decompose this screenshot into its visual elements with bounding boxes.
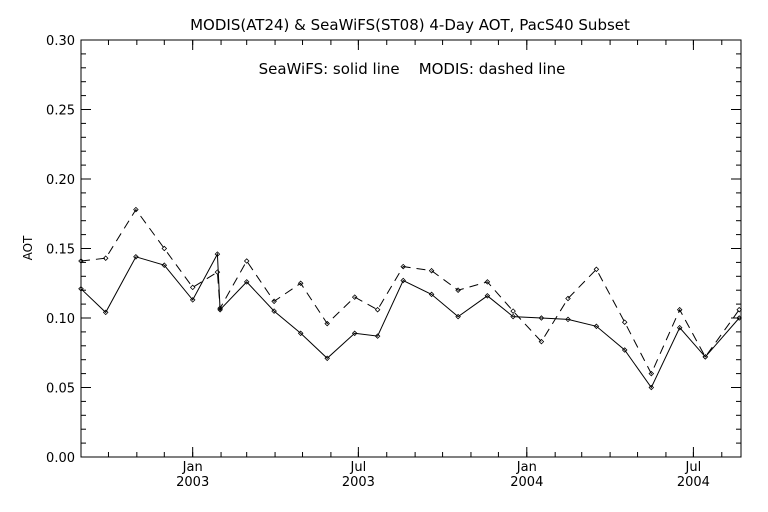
modis-data-point [351, 294, 358, 300]
modis-data-point [161, 245, 168, 252]
seawifs-data-point [78, 286, 84, 292]
seawifs-data-point [102, 309, 109, 316]
modis-data-point [565, 295, 571, 302]
x-tick-month-label: Jul [350, 460, 367, 475]
modis-data-point [217, 305, 223, 312]
modis-series-line [80, 208, 740, 375]
y-tick-label: 0.15 [46, 243, 75, 258]
y-axis-label: AOT [21, 235, 35, 260]
y-tick-label: 0.00 [46, 451, 75, 466]
seawifs-data-point [297, 330, 304, 337]
seawifs-data-point [510, 313, 516, 320]
modis-data-point [189, 284, 196, 291]
seawifs-series-line [80, 252, 740, 389]
x-tick-year-label: 2004 [510, 475, 543, 490]
y-tick-label: 0.30 [46, 34, 75, 49]
y-tick-label: 0.10 [46, 312, 75, 327]
plot-area: 0.000.050.100.150.200.250.30Jan2003Jul20… [46, 34, 742, 490]
plot-frame [80, 39, 742, 458]
modis-data-point [324, 320, 330, 327]
modis-data-point [243, 258, 250, 264]
modis-data-point [374, 306, 381, 313]
y-tick-label: 0.05 [46, 382, 75, 397]
x-tick-year-label: 2004 [677, 475, 710, 490]
seawifs-data-point [214, 251, 221, 257]
modis-data-point [102, 255, 109, 261]
modis-data-point [676, 306, 683, 313]
modis-data-point [648, 370, 655, 377]
y-tick-label: 0.25 [46, 104, 75, 119]
x-tick-month-label: Jul [685, 460, 702, 475]
seawifs-data-point [324, 355, 330, 362]
seawifs-data-point [455, 313, 461, 320]
seawifs-data-point [133, 254, 139, 260]
seawifs-data-point [676, 324, 683, 331]
modis-data-point [455, 287, 461, 293]
modis-data-point [297, 280, 304, 286]
seawifs-data-point [621, 347, 628, 353]
modis-data-point [133, 206, 139, 213]
modis-data-point [538, 338, 545, 345]
seawifs-data-point [400, 277, 406, 284]
seawifs-data-point [736, 315, 742, 321]
modis-data-point [702, 354, 709, 360]
seawifs-data-point [351, 330, 358, 337]
seawifs-data-point [271, 308, 277, 314]
seawifs-data-point [484, 293, 491, 299]
modis-data-point [621, 319, 628, 325]
x-tick-month-label: Jan [182, 460, 203, 475]
seawifs-data-point [538, 315, 545, 321]
line-style-annotation: SeaWiFS: solid line MODIS: dashed line [259, 60, 566, 78]
x-tick-year-label: 2003 [176, 475, 209, 490]
modis-data-point [400, 263, 406, 270]
chart-title: MODIS(AT24) & SeaWiFS(ST08) 4-Day AOT, P… [190, 16, 630, 34]
modis-data-point [271, 298, 277, 305]
seawifs-data-point [374, 333, 381, 339]
modis-data-point [736, 306, 742, 313]
x-tick-year-label: 2003 [342, 475, 375, 490]
seawifs-data-point [189, 297, 196, 303]
modis-data-point [214, 269, 221, 275]
seawifs-data-point [648, 384, 655, 391]
modis-data-point [484, 279, 491, 285]
modis-data-point [593, 266, 600, 273]
seawifs-data-point [593, 323, 600, 330]
seawifs-data-point [428, 291, 435, 298]
modis-data-point [510, 308, 516, 314]
modis-data-point [428, 267, 435, 274]
seawifs-data-point [565, 316, 571, 323]
seawifs-data-point [243, 279, 250, 285]
y-tick-label: 0.20 [46, 173, 75, 188]
seawifs-data-point [161, 262, 168, 268]
modis-data-point [78, 258, 84, 264]
x-tick-month-label: Jan [516, 460, 537, 475]
